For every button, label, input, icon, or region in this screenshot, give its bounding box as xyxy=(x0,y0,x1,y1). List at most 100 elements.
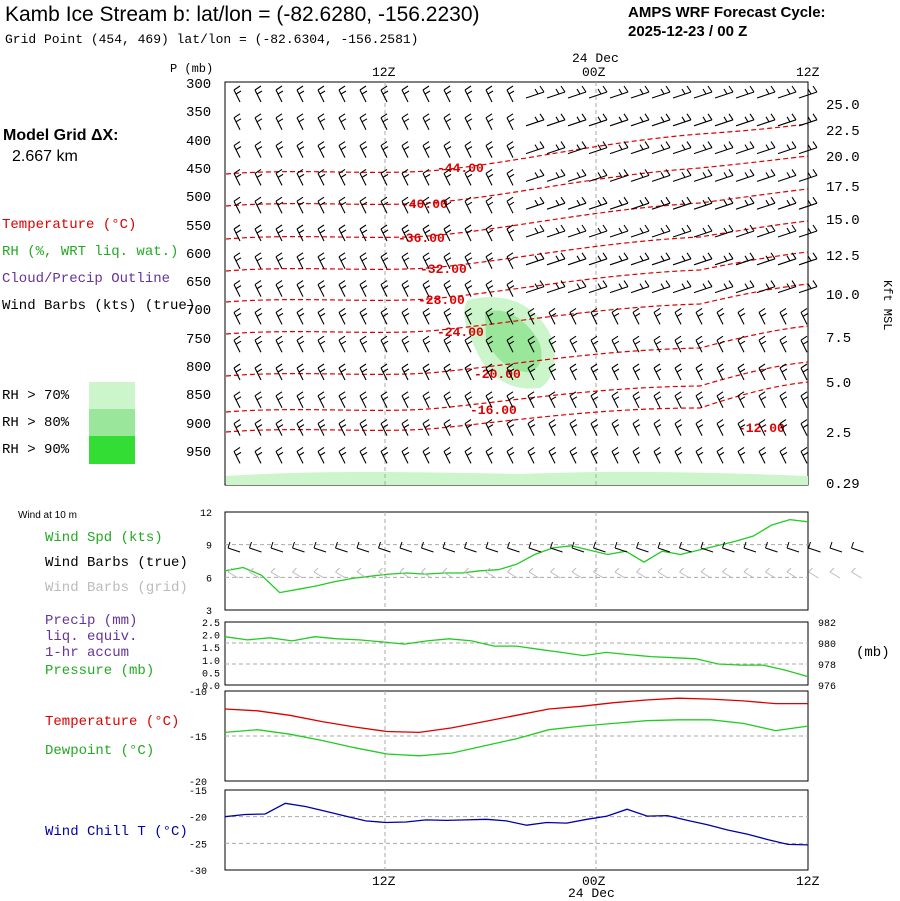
wind-barb xyxy=(611,391,620,409)
wind-barb xyxy=(630,196,650,210)
wind-barb xyxy=(653,391,662,409)
wind-barb xyxy=(695,335,704,353)
wind-barb xyxy=(567,224,587,238)
wind-barb xyxy=(338,224,347,242)
height-tick: 15.0 xyxy=(826,213,860,229)
wind-barb xyxy=(693,280,713,294)
wind-barb xyxy=(380,391,389,409)
surface-wind-barb-grid xyxy=(765,567,776,579)
wind-barb xyxy=(590,419,599,436)
wind-barb xyxy=(525,224,545,238)
wind-barb xyxy=(485,141,494,158)
wind-barb xyxy=(693,85,713,99)
wind-barb xyxy=(443,307,452,325)
wind-barb xyxy=(443,419,452,436)
pressure-tick: 600 xyxy=(186,246,212,263)
temperature-line xyxy=(224,697,808,734)
windchill-tick: -25 xyxy=(189,840,207,851)
wind-barb xyxy=(611,335,620,353)
wind-barb xyxy=(569,446,578,464)
wind-barb xyxy=(296,335,305,353)
windchill-panel-frame xyxy=(224,789,809,871)
isotherm-label: -16.00 xyxy=(470,403,517,418)
wind-barb xyxy=(588,196,608,210)
wind-barb xyxy=(506,224,515,242)
wind-barb xyxy=(317,446,326,464)
wind-barb xyxy=(275,85,284,103)
surface-wind-barb xyxy=(614,541,628,553)
wind-barb xyxy=(546,224,566,238)
wind-barb xyxy=(296,168,305,186)
wind-panel-title: Wind at 10 m xyxy=(18,510,77,521)
wind-barb xyxy=(359,419,368,436)
pressure-tick: 950 xyxy=(186,444,212,461)
wind-speed-tick: 3 xyxy=(206,607,212,618)
surface-wind-barb-grid xyxy=(700,567,712,579)
wind-barb xyxy=(653,335,662,353)
wind-barb xyxy=(800,391,809,409)
wind-barb xyxy=(464,419,473,436)
wind-barb xyxy=(254,419,263,436)
wind-barb xyxy=(674,363,683,381)
wind-barb xyxy=(632,307,641,325)
wind-barb xyxy=(525,169,545,182)
wind-barb xyxy=(422,252,431,270)
legend-dewpoint: Dewpoint (°C) xyxy=(45,743,155,759)
wind-barb xyxy=(296,307,305,325)
wind-barb xyxy=(296,363,305,381)
wind-barb xyxy=(674,391,683,409)
wind-barb xyxy=(714,141,734,155)
wind-barb xyxy=(546,85,566,99)
time-tick-bottom-12z-a: 12Z xyxy=(372,874,396,889)
wind-barb xyxy=(777,85,797,99)
wind-barb xyxy=(296,141,305,158)
wind-barb xyxy=(779,446,788,464)
wind-barb xyxy=(359,113,368,131)
wind-barb xyxy=(590,446,599,464)
wind-barb xyxy=(275,113,284,131)
wind-barb xyxy=(758,391,767,409)
wind-barb xyxy=(674,307,683,325)
surface-wind-barb xyxy=(227,541,241,553)
wind-barb xyxy=(380,280,389,297)
legend-accum: 1-hr accum xyxy=(45,645,130,661)
isotherm-line xyxy=(225,251,809,303)
legend-precip: Precip (mm) xyxy=(45,613,138,629)
wind-barb xyxy=(567,113,587,127)
wind-barb xyxy=(672,196,692,210)
wind-barb xyxy=(777,224,797,238)
surface-wind-barb-grid xyxy=(335,567,346,579)
wind-barb xyxy=(485,280,494,297)
wind-speed-line xyxy=(224,518,809,594)
pressure-unit-label: (mb) xyxy=(856,645,890,661)
wind-barb xyxy=(380,141,389,158)
wind-barb xyxy=(359,335,368,353)
wind-barb xyxy=(401,446,410,464)
wind-barb xyxy=(422,307,431,325)
wind-barb xyxy=(567,85,587,99)
wind-barb xyxy=(611,446,620,464)
wind-barb xyxy=(233,141,242,158)
wind-barb xyxy=(527,307,536,325)
legend-wind-barbs: Wind Barbs (kts) (true) xyxy=(2,298,196,314)
temperature-tick: -10 xyxy=(189,688,207,699)
legend-rh: RH (%, WRT liq. wat.) xyxy=(2,244,179,260)
precip-tick: 1.0 xyxy=(202,657,220,668)
wind-barb xyxy=(359,307,368,325)
wind-barb xyxy=(714,224,734,238)
wind-barb xyxy=(651,141,671,155)
wind-barb xyxy=(317,196,326,214)
surface-wind-barb-grid xyxy=(808,567,819,579)
wind-barb xyxy=(506,307,515,325)
wind-barb xyxy=(338,196,347,214)
surface-wind-barb-grid xyxy=(507,567,518,579)
wind-barb xyxy=(716,419,725,436)
wind-barb xyxy=(548,335,557,353)
height-tick: 2.5 xyxy=(826,426,852,442)
isotherm-line xyxy=(225,123,809,175)
wind-barb xyxy=(422,391,431,409)
wind-barb xyxy=(630,224,650,238)
wind-barb xyxy=(443,446,452,464)
temperature-tick: -15 xyxy=(189,733,207,744)
wind-barb xyxy=(443,113,452,131)
